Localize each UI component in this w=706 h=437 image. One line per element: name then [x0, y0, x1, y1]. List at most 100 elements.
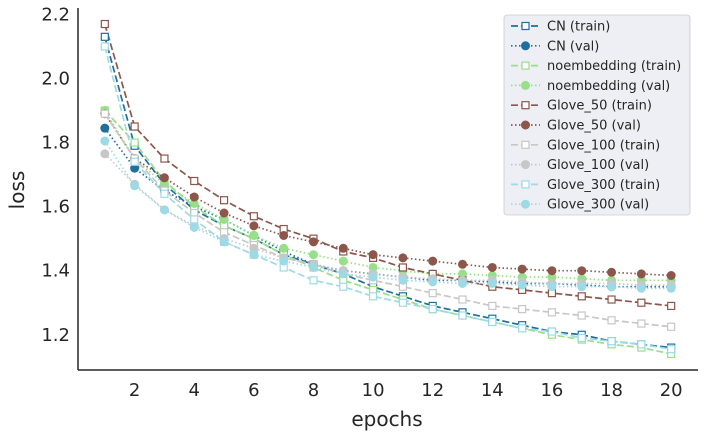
legend-marker — [521, 180, 530, 189]
data-point — [428, 305, 437, 314]
legend-marker — [521, 101, 530, 110]
series-line — [104, 109, 672, 355]
data-point — [100, 42, 109, 51]
data-point — [458, 279, 468, 289]
legend-marker — [521, 199, 530, 209]
x-tick-label: 6 — [248, 380, 259, 401]
data-point — [517, 280, 527, 290]
y-tick-label: 1.8 — [41, 133, 70, 154]
legend-label: Glove_100 (train) — [547, 138, 660, 153]
series-line — [103, 23, 672, 307]
legend-label: noembedding (train) — [547, 59, 681, 74]
data-point — [428, 289, 437, 298]
data-point — [308, 250, 318, 260]
data-point — [637, 340, 646, 349]
data-point — [487, 279, 497, 289]
data-point — [249, 230, 259, 240]
data-point — [398, 298, 408, 307]
data-point — [279, 256, 289, 266]
legend-label: noembedding (val) — [547, 79, 670, 94]
series-line — [104, 140, 672, 290]
data-point — [636, 269, 646, 279]
data-point — [666, 270, 676, 280]
data-point — [308, 237, 318, 247]
data-point — [607, 316, 616, 325]
data-point — [547, 308, 557, 317]
data-point — [636, 283, 646, 293]
series-lines — [103, 23, 672, 355]
data-point — [368, 292, 378, 301]
series-line — [103, 36, 672, 349]
legend-marker — [521, 41, 530, 51]
x-tick-label: 12 — [421, 380, 444, 401]
data-point — [637, 298, 646, 307]
x-tick-label: 8 — [308, 380, 319, 401]
data-point — [577, 292, 586, 301]
data-point — [547, 266, 557, 276]
x-tick-label: 16 — [540, 380, 563, 401]
data-point — [130, 157, 139, 166]
x-axis-label: epochs — [351, 407, 422, 431]
legend-box — [503, 14, 691, 216]
data-point — [518, 305, 527, 314]
data-point — [458, 311, 467, 320]
data-point — [219, 208, 229, 218]
data-point — [100, 123, 110, 133]
data-point — [368, 250, 378, 260]
data-point — [100, 109, 109, 118]
data-point — [547, 282, 557, 292]
data-point — [368, 272, 378, 282]
x-tick-labels: 2 4 6 8 10 12 14 16 18 20 — [129, 380, 683, 401]
legend-marker — [521, 61, 530, 70]
data-point — [219, 196, 229, 205]
data-point — [487, 262, 497, 272]
data-point — [249, 212, 258, 221]
legend-label: Glove_300 (train) — [547, 178, 660, 193]
data-point — [488, 317, 497, 327]
data-point — [488, 301, 497, 311]
data-point — [130, 138, 139, 147]
data-point — [309, 276, 318, 285]
y-tick-label: 1.4 — [41, 261, 70, 282]
data-point — [249, 250, 259, 260]
legend-marker — [521, 21, 530, 31]
series-line — [104, 113, 672, 277]
y-tick-label: 2.0 — [41, 68, 70, 89]
data-point — [338, 243, 348, 253]
data-point — [190, 215, 199, 224]
data-point — [667, 322, 676, 331]
data-point — [279, 243, 289, 253]
legend-marker — [521, 140, 530, 149]
legend-label: Glove_50 (val) — [547, 119, 641, 134]
axes — [77, 8, 698, 371]
data-point — [518, 324, 527, 333]
data-point — [667, 301, 676, 311]
series-line — [103, 46, 672, 351]
y-axis-label: loss — [5, 171, 29, 210]
data-point — [130, 122, 139, 131]
legend-label: CN (val) — [547, 39, 599, 54]
data-point — [517, 264, 527, 274]
x-tick-label: 4 — [189, 380, 200, 401]
data-point — [100, 32, 109, 41]
data-point — [190, 176, 199, 186]
y-tick-label: 1.6 — [41, 197, 70, 218]
legend-label: Glove_100 (val) — [547, 158, 649, 173]
data-point — [577, 282, 587, 292]
data-point — [577, 311, 586, 320]
data-point — [159, 173, 169, 183]
y-tick-labels: 1.2 1.4 1.6 1.8 2.0 2.2 — [41, 4, 70, 345]
data-point — [547, 327, 557, 336]
data-point — [339, 282, 348, 291]
x-tick-label: 10 — [362, 380, 385, 401]
data-point — [100, 149, 110, 159]
data-point — [398, 263, 408, 272]
x-tick-label: 2 — [129, 380, 140, 401]
data-point — [100, 19, 109, 29]
x-tick-label: 14 — [481, 380, 504, 401]
legend-label: Glove_50 (train) — [547, 99, 652, 114]
series-markers — [100, 19, 676, 359]
data-point — [607, 282, 617, 292]
data-point — [666, 283, 676, 293]
